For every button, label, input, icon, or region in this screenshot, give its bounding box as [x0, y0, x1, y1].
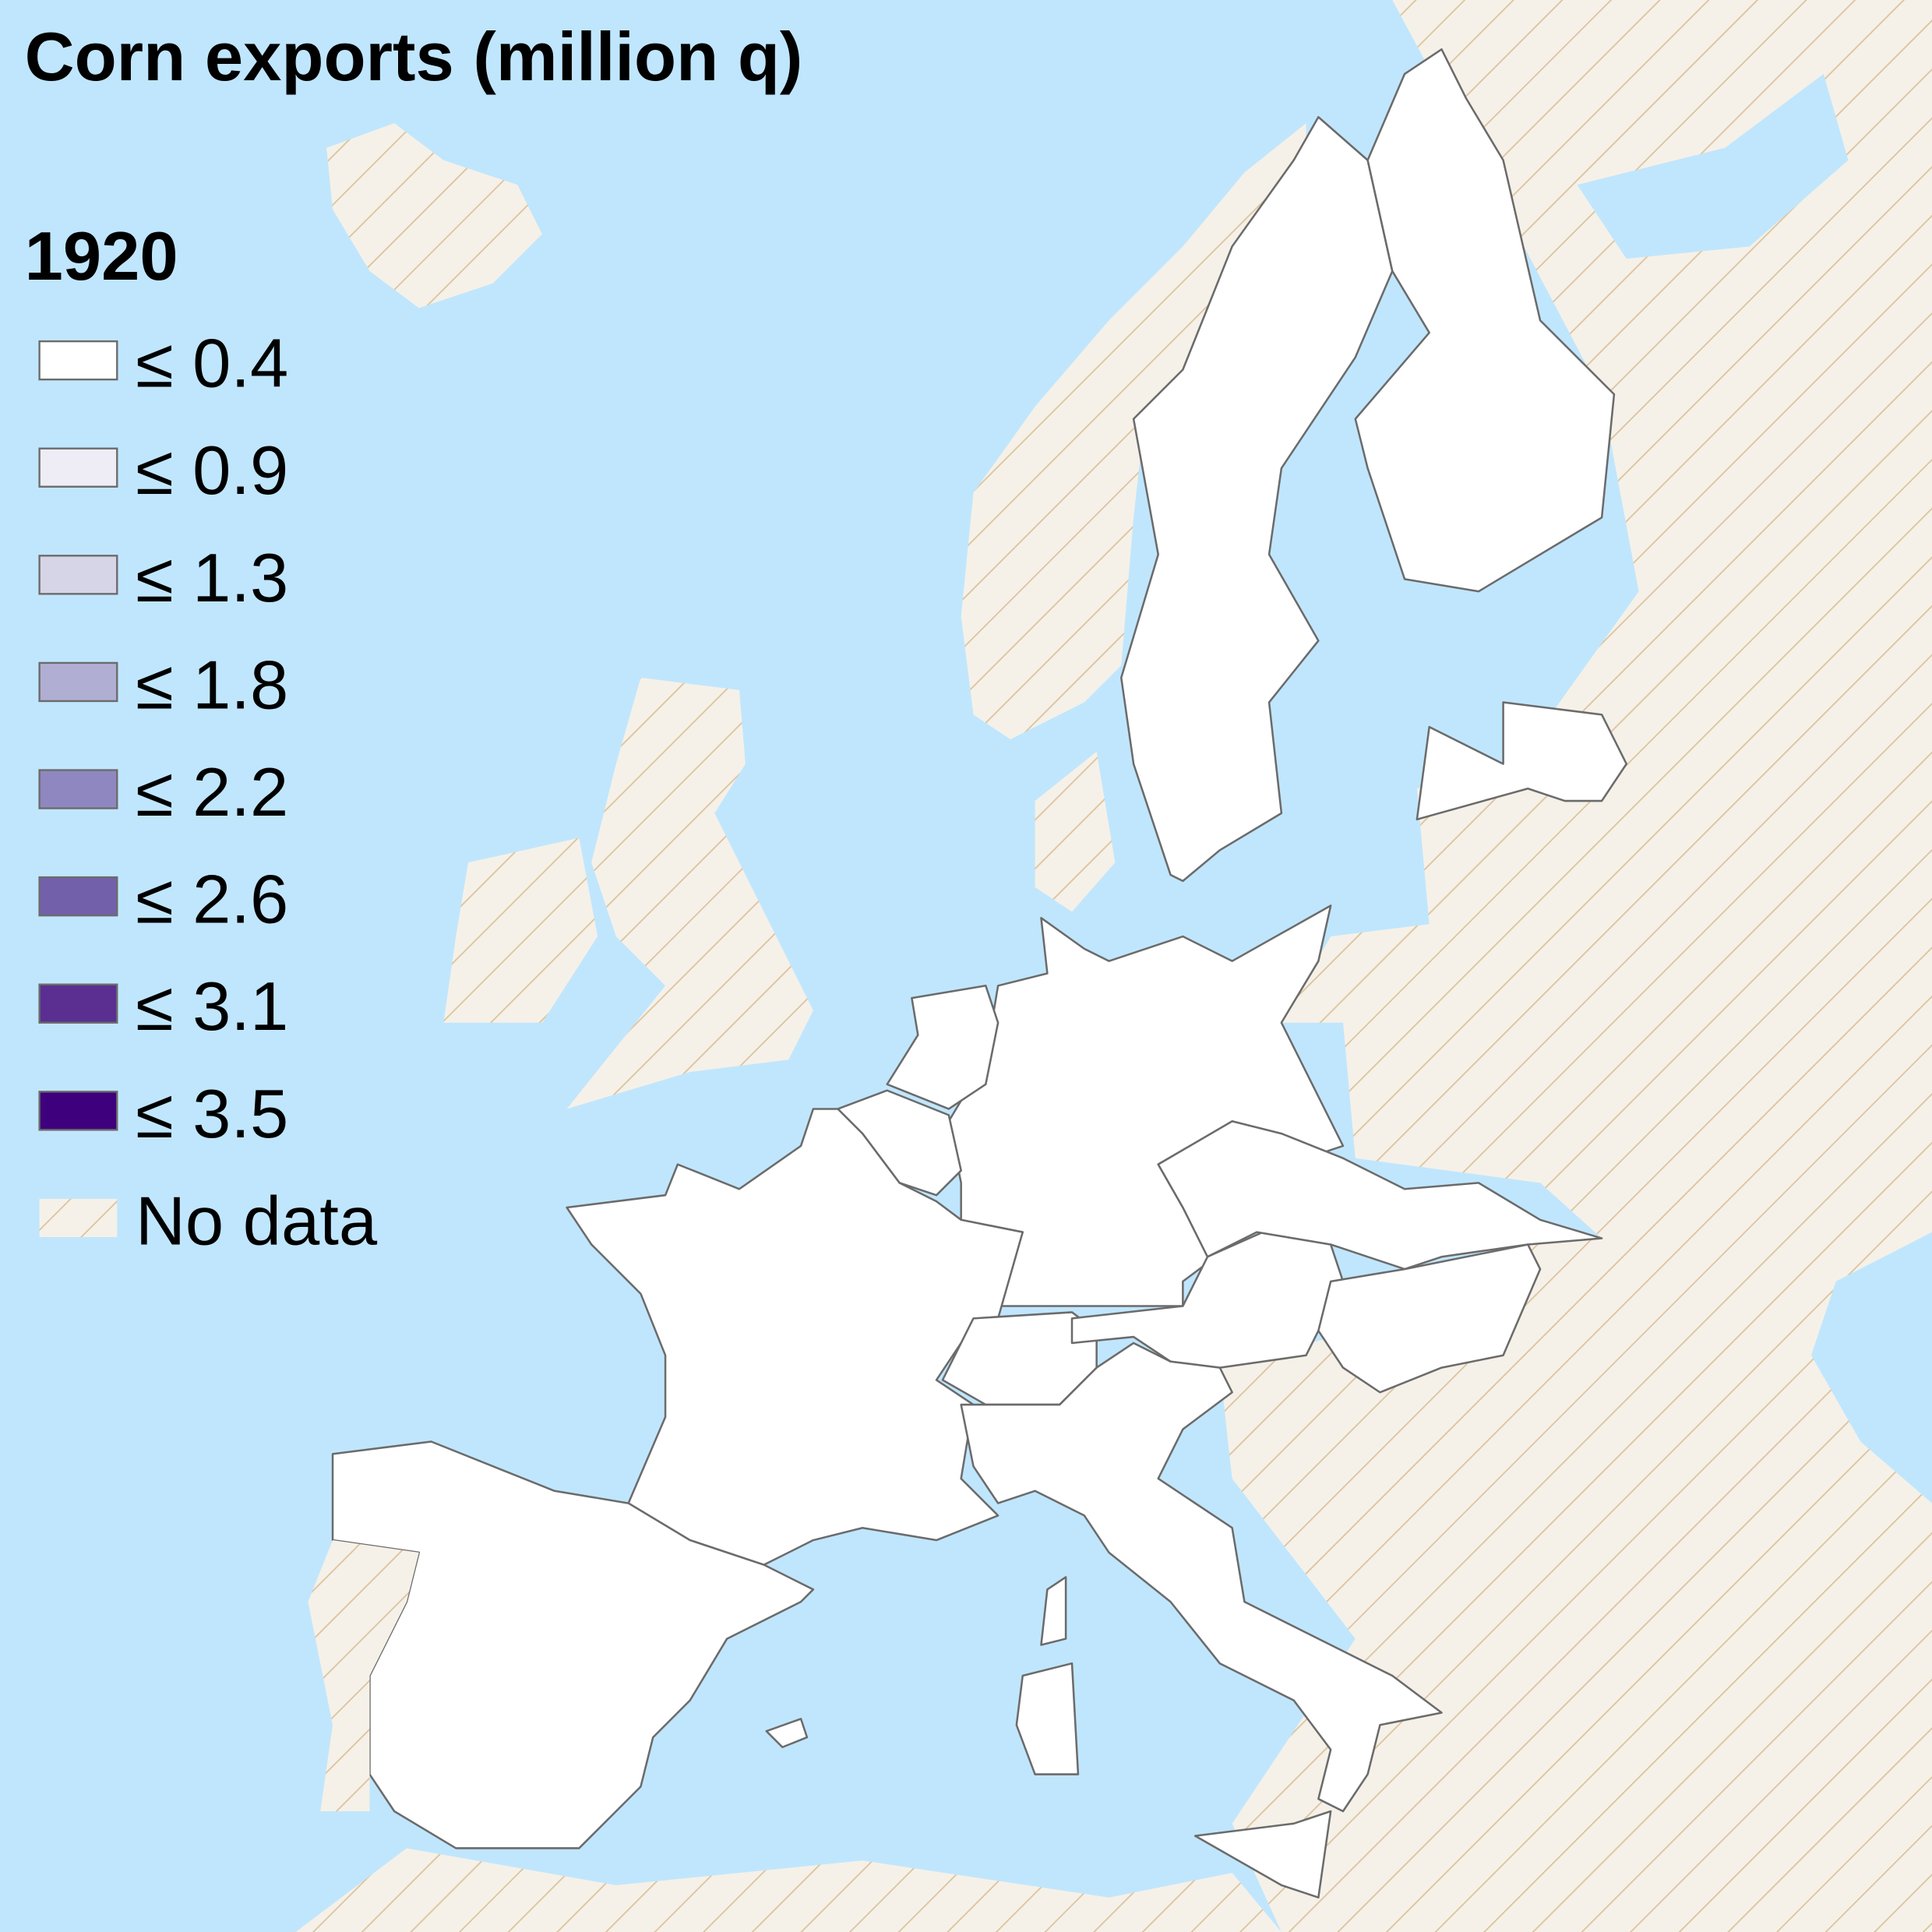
- legend-title: 1920: [25, 217, 178, 294]
- hungary: [1317, 1243, 1542, 1394]
- corsica: [1040, 1576, 1067, 1646]
- great-britain: [566, 677, 813, 1109]
- iceland: [326, 123, 542, 308]
- map-title: Corn exports (million q): [25, 18, 803, 95]
- baleares: [765, 1718, 809, 1749]
- ireland: [443, 837, 598, 1023]
- north-africa: [295, 1848, 1282, 1932]
- legend-swatch: [38, 876, 118, 917]
- legend-label: ≤ 0.4: [136, 325, 288, 402]
- italy: [960, 1341, 1443, 1813]
- sardinia: [1015, 1662, 1080, 1775]
- legend-swatch: [38, 769, 118, 809]
- france: [566, 1108, 1024, 1566]
- latvia: [1416, 701, 1628, 821]
- legend-swatch: [38, 661, 118, 703]
- legend-swatch: [38, 983, 118, 1024]
- legend-label: ≤ 3.5: [136, 1075, 288, 1152]
- legend-swatch: [38, 447, 118, 488]
- netherlands: [886, 985, 999, 1110]
- legend-label: ≤ 1.3: [136, 539, 288, 616]
- gulf: [1478, 548, 1627, 622]
- countries: [331, 48, 1628, 1899]
- sicily: [1193, 1810, 1332, 1899]
- legend-label: ≤ 1.8: [136, 646, 288, 723]
- legend-swatch: [39, 1198, 118, 1237]
- eastern-europe: [1219, 0, 1932, 1932]
- black-sea: [1811, 1232, 1932, 1504]
- legend-swatch: [38, 1091, 118, 1131]
- legend-label: No data: [136, 1182, 378, 1259]
- legend-label: ≤ 2.6: [136, 861, 288, 938]
- legend-label: ≤ 3.1: [136, 968, 288, 1045]
- legend-swatch: [38, 555, 118, 595]
- portugal: [308, 1540, 419, 1811]
- legend-swatch: [38, 340, 118, 381]
- sweden: [1120, 115, 1394, 883]
- legend: ≤ 0.4 ≤ 0.9 ≤ 1.3 ≤ 1.8 ≤ 2.2 ≤ 2.6 ≤ 3.1 ≤ 3.5…: [38, 325, 378, 1259]
- czechoslovakia: [1157, 1120, 1603, 1271]
- denmark: [1035, 751, 1116, 912]
- finland: [1354, 48, 1616, 593]
- legend-label: ≤ 2.2: [136, 753, 288, 830]
- white-sea: [1577, 73, 1849, 259]
- legend-label: ≤ 0.9: [136, 432, 288, 509]
